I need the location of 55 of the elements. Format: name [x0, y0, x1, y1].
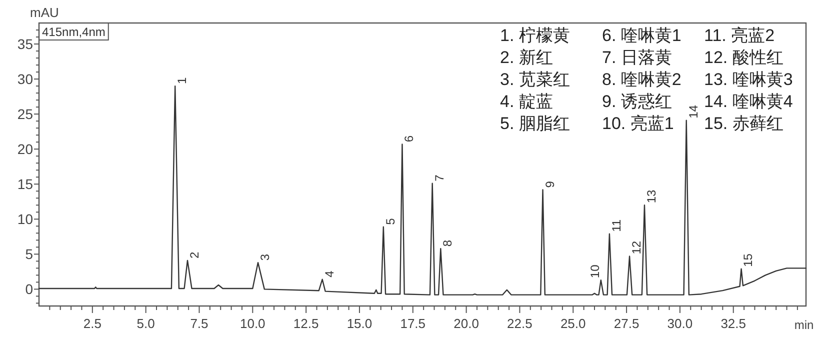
annotation: 15 — [741, 253, 756, 267]
annotation: 8 — [440, 240, 455, 247]
y-tick-label: 30 — [17, 71, 34, 88]
x-tick-label: 32.5 — [720, 316, 746, 331]
annotation: 7. 日落黄 — [602, 48, 672, 67]
annotation: 4. 靛蓝 — [500, 92, 553, 111]
x-tick-label: 7.5 — [190, 316, 208, 331]
annotation: 12. 酸性红 — [704, 48, 784, 67]
annotation: 11 — [609, 219, 624, 232]
x-tick-label: 5.0 — [136, 316, 155, 331]
y-tick-label: 10 — [17, 211, 34, 228]
annotation: 10. 亮蓝1 — [602, 114, 674, 133]
annotation: 3 — [258, 254, 272, 261]
annotation: 13 — [644, 189, 658, 204]
annotation: 15. 赤藓红 — [704, 114, 784, 133]
annotation: 9 — [542, 180, 557, 188]
annotation: 1. 柠檬黄 — [500, 26, 570, 45]
annotation: 5. 胭脂红 — [500, 114, 570, 133]
annotation: 6. 喹啉黄1 — [602, 26, 682, 45]
annotation: 2. 新红 — [500, 48, 553, 67]
annotation: 1 — [175, 77, 190, 84]
annotation: 10 — [588, 264, 602, 278]
x-tick-label: 10.0 — [240, 316, 266, 331]
annotation: 8. 喹啉黄2 — [602, 70, 682, 89]
annotation: 2 — [187, 251, 202, 258]
annotation: 3. 苋菜红 — [500, 70, 570, 89]
y-tick-label: 35 — [17, 36, 34, 52]
annotation: 11. 亮蓝2 — [704, 26, 775, 45]
y-axis-title: mAU — [30, 5, 59, 20]
x-tick-label: 27.5 — [614, 316, 640, 331]
y-tick-label: 25 — [17, 106, 34, 122]
annotation: 4 — [322, 270, 336, 278]
x-tick-label: 25.0 — [560, 316, 586, 331]
annotation: 5 — [383, 218, 398, 225]
x-tick-label: 22.5 — [507, 316, 532, 331]
x-tick-label: 30.0 — [667, 316, 693, 331]
y-tick-label: 5 — [25, 246, 34, 262]
annotation: 13. 喹啉黄3 — [704, 70, 793, 89]
annotation: 9. 诱惑红 — [602, 92, 672, 111]
y-tick-label: 15 — [17, 176, 34, 192]
annotation: 6 — [402, 135, 416, 142]
annotation: 14 — [686, 104, 700, 118]
y-tick-label: 0 — [25, 281, 34, 298]
x-tick-label: 15.0 — [346, 316, 372, 331]
x-tick-label: 20.0 — [454, 316, 479, 331]
wavelength-box: 415nm,4nm — [38, 22, 109, 40]
annotation: 7 — [432, 174, 446, 182]
annotation: 14. 喹啉黄4 — [704, 92, 793, 111]
x-axis-title: min — [794, 318, 814, 332]
x-tick-label: 12.5 — [293, 316, 319, 331]
annotation: 12 — [630, 240, 644, 254]
x-tick-label: 17.5 — [400, 316, 426, 331]
y-tick-label: 20 — [17, 141, 34, 158]
annotation: 415nm,4nm — [42, 25, 106, 39]
x-tick-label: 2.5 — [83, 316, 102, 331]
